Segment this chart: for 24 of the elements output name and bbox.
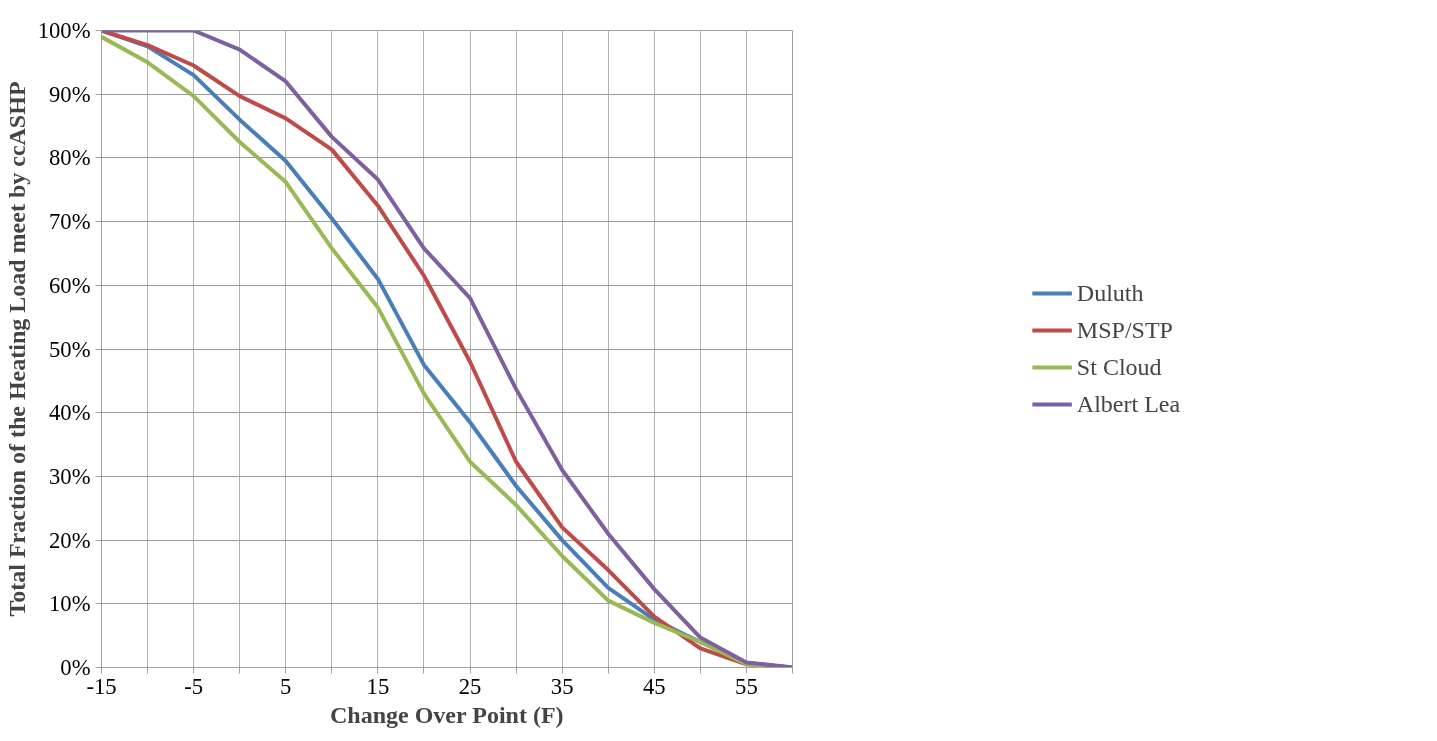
y-tick-label: 100% — [37, 18, 91, 43]
y-tick-label: 60% — [48, 272, 91, 298]
legend-label: Albert Lea — [1076, 390, 1181, 418]
x-tick-label: 15 — [366, 673, 390, 699]
y-tick-label: 50% — [48, 336, 91, 362]
y-tick-label: 90% — [48, 81, 91, 107]
x-tick-label: -5 — [184, 673, 204, 699]
x-tick-label: 55 — [735, 673, 758, 699]
y-tick-label: 0% — [60, 655, 91, 680]
legend-label: St Cloud — [1076, 353, 1162, 381]
y-tick-label: 80% — [48, 145, 91, 171]
y-tick-label: 40% — [48, 400, 91, 426]
y-tick-label: 10% — [48, 591, 91, 617]
y-axis-title: Total Fraction of the Heating Load meet by ccASHP — [3, 81, 30, 617]
legend-label: Duluth — [1076, 279, 1144, 307]
y-tick-label: 30% — [48, 463, 91, 489]
x-tick-label: 25 — [458, 673, 482, 699]
x-tick-label: 35 — [550, 673, 574, 699]
y-tick-label: 70% — [48, 209, 91, 235]
x-axis-title: Change Over Point (F) — [330, 701, 564, 728]
y-tick-label: 20% — [48, 527, 91, 553]
x-tick-label: 5 — [280, 673, 292, 699]
x-tick-label: 45 — [642, 673, 666, 699]
legend-label: MSP/STP — [1076, 316, 1173, 344]
